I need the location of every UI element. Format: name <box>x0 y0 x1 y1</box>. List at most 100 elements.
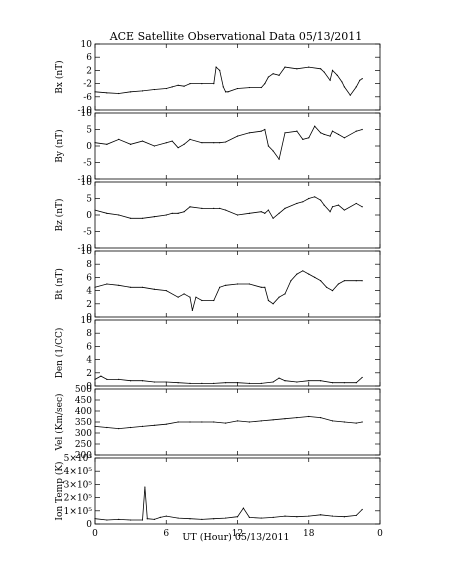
data-point <box>359 79 361 81</box>
data-point <box>236 214 239 216</box>
y-tick-label: 2 <box>86 300 92 310</box>
data-point <box>213 299 215 302</box>
y-axis-label: Bx (nT) <box>54 60 65 93</box>
data-point <box>213 382 215 384</box>
data-point <box>165 214 167 216</box>
data-point <box>219 286 221 288</box>
data-point <box>225 382 227 384</box>
data-point <box>141 286 144 288</box>
data-point <box>219 142 221 144</box>
y-tick-label: -10 <box>78 175 93 185</box>
y-tick-label: 6 <box>86 53 92 63</box>
data-point <box>278 296 280 298</box>
panel-4: 10 8 6 4 2 0 Bt (nT) <box>54 247 381 323</box>
y-tick-label: -10 <box>78 244 93 254</box>
x-tick-label: 0 <box>92 529 98 539</box>
data-point <box>320 514 322 516</box>
data-point <box>146 518 148 520</box>
data-point <box>201 83 203 85</box>
data-point <box>278 158 280 160</box>
data-point <box>222 86 224 88</box>
data-point <box>325 286 328 288</box>
data-point <box>177 517 179 519</box>
data-point <box>153 216 155 218</box>
data-point <box>343 280 345 282</box>
data-point <box>236 135 239 137</box>
data-point <box>106 92 108 94</box>
data-point <box>189 296 191 298</box>
data-point <box>302 201 304 203</box>
y-tick-label: 250 <box>75 440 92 450</box>
data-point <box>361 280 363 282</box>
data-point <box>141 519 144 521</box>
panel-frame <box>94 388 381 456</box>
data-point <box>213 83 215 85</box>
data-point <box>267 145 269 147</box>
data-point <box>106 519 108 521</box>
data-point <box>248 86 250 89</box>
data-point <box>272 73 274 75</box>
data-point <box>153 145 155 147</box>
data-point <box>337 133 340 136</box>
y-axis-label: Den (1/CC) <box>54 328 65 379</box>
data-point <box>284 380 286 382</box>
panel-frame <box>94 43 381 111</box>
x-tick-label: 18 <box>303 529 315 539</box>
y-tick-label: 350 <box>75 418 92 428</box>
data-point <box>213 421 215 423</box>
data-point <box>355 422 357 424</box>
y-tick-label: 0 <box>86 142 92 152</box>
data-point <box>153 424 155 426</box>
data-point <box>314 276 316 278</box>
data-point <box>343 209 345 211</box>
data-point <box>177 147 179 149</box>
data-point <box>314 125 316 127</box>
data-point <box>118 378 120 380</box>
data-point <box>242 507 245 509</box>
y-tick-label: -6 <box>83 93 92 103</box>
data-point <box>308 380 310 382</box>
y-tick-label: 2 <box>86 66 92 76</box>
y-tick-label: 3×10⁵ <box>64 480 93 490</box>
data-point <box>296 381 298 383</box>
panel-3: 10 5 0 -5 -10 Bz (nT) <box>54 178 381 254</box>
data-point <box>248 421 250 423</box>
y-tick-label: -5 <box>83 159 92 169</box>
data-point <box>272 217 274 219</box>
y-tick-label: 10 <box>81 316 93 326</box>
data-point <box>264 83 266 85</box>
data-point <box>361 78 363 80</box>
data-point <box>267 299 269 302</box>
data-point <box>189 421 191 423</box>
y-tick-label: 4 <box>86 287 92 297</box>
data-point <box>248 382 250 384</box>
x-tick-label: 6 <box>163 529 169 539</box>
y-axis-label: Bz (nT) <box>54 198 65 231</box>
y-tick-label: 1×10⁵ <box>64 507 93 517</box>
data-point <box>130 380 132 382</box>
y-tick-label: 400 <box>75 407 92 417</box>
y-tick-label: 450 <box>75 396 92 406</box>
data-point <box>296 417 298 419</box>
data-point <box>225 422 227 424</box>
y-tick-label: 500 <box>75 385 92 395</box>
data-point <box>331 206 334 208</box>
data-point <box>308 415 310 418</box>
data-point <box>177 212 179 214</box>
data-point <box>260 86 262 89</box>
y-axis-label: Bt (nT) <box>54 268 65 300</box>
data-point <box>118 284 120 286</box>
data-point <box>264 128 266 131</box>
y-tick-label: 0 <box>86 382 92 392</box>
data-point <box>118 92 120 95</box>
panel-5: 10 8 6 4 2 0 Den (1/CC) <box>54 316 381 392</box>
y-tick-label: 6 <box>86 273 92 283</box>
data-point <box>165 423 167 425</box>
y-tick-label: -5 <box>83 228 92 238</box>
data-point <box>272 516 274 519</box>
data-point <box>201 299 203 302</box>
data-point <box>165 381 167 383</box>
data-point <box>323 204 325 206</box>
data-point <box>94 425 96 427</box>
